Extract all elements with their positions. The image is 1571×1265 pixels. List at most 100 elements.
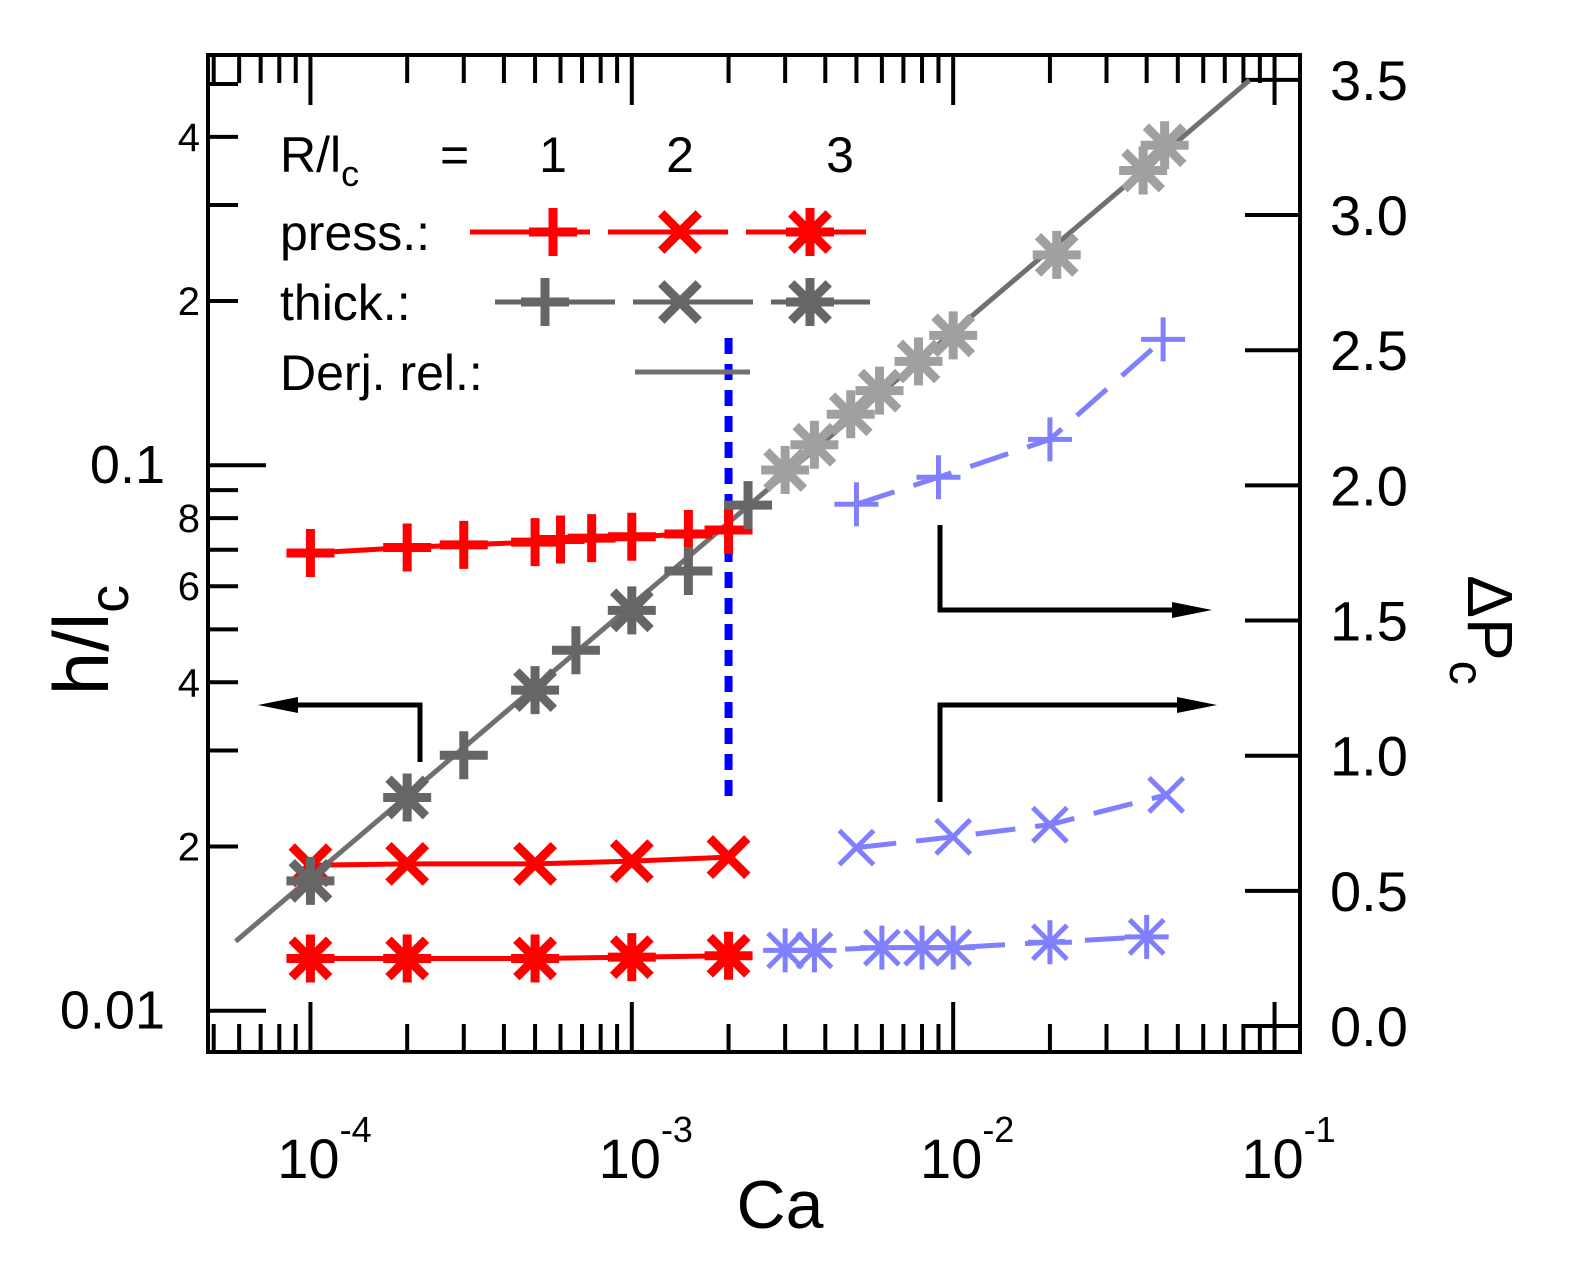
x-axis-label: Ca (737, 1167, 824, 1243)
y2-tick-label: 3.5 (1330, 49, 1408, 112)
data-point (607, 933, 656, 982)
y2-tick-label: 1.5 (1330, 590, 1408, 653)
y2-tick-label: 3.0 (1330, 184, 1408, 247)
x-tick-label-base: 10 (277, 1127, 339, 1190)
data-point (1141, 317, 1186, 362)
y-tick-label: 0.01 (60, 981, 165, 1041)
legend-row-label: Derj. rel.: (280, 345, 483, 401)
data-point (704, 931, 753, 980)
x-tick-label-base: 10 (599, 1127, 661, 1190)
series-line (856, 792, 1167, 851)
x-tick-label-base: 10 (920, 1127, 982, 1190)
legend-marker (658, 210, 702, 254)
axes-layer (208, 55, 1300, 1052)
x-tick-label: 10-4 (277, 1109, 371, 1190)
data-point (383, 773, 432, 822)
y-tick-label: 2 (178, 825, 200, 869)
data-point (385, 841, 430, 886)
legend-column: 1 (539, 127, 567, 183)
data-point (511, 666, 560, 715)
arrow-right (937, 525, 1180, 613)
legend-row-label: thick.: (280, 275, 411, 331)
y2-tick-label: 2.5 (1330, 319, 1408, 382)
data-point (1124, 914, 1169, 959)
legend-row-label: press.: (280, 205, 430, 261)
data-point (931, 925, 976, 970)
x-tick-label-exponent: -4 (340, 1109, 372, 1150)
data-point (704, 505, 753, 554)
data-point (859, 925, 904, 970)
y2-tick-label: 0.0 (1330, 995, 1408, 1058)
data-point (664, 546, 713, 595)
legend-samples (470, 208, 875, 375)
legend-marker (521, 278, 569, 326)
data-point (286, 934, 335, 983)
x-tick-label-base: 10 (1241, 1127, 1303, 1190)
arrow-right (937, 702, 1185, 802)
series-line (310, 854, 729, 868)
data-point (761, 446, 810, 495)
data-point (1119, 146, 1168, 195)
y2-tick-label: 1.0 (1330, 725, 1408, 788)
arrow-left (282, 702, 423, 762)
y-tick-label: 2 (178, 280, 200, 324)
x-tick-label-exponent: -1 (1304, 1109, 1336, 1150)
plot-frame (206, 53, 1302, 1054)
data-point (706, 835, 751, 879)
y-tick-label: 6 (178, 565, 200, 609)
x-tick-label: 10-1 (1241, 1109, 1335, 1190)
series-line (855, 337, 1165, 507)
data-point (834, 482, 879, 527)
data-point (855, 366, 904, 415)
data-point (607, 512, 656, 561)
data-point (286, 856, 335, 905)
data-point (609, 839, 654, 884)
data-point (894, 337, 943, 386)
data-point (511, 934, 560, 983)
data-point (567, 514, 616, 563)
x-tick-label: 10-2 (920, 1109, 1014, 1190)
data-layer (233, 78, 1252, 983)
legend-header: R/lc (280, 127, 359, 194)
arrow-head (1172, 602, 1212, 618)
y2-axis-label-sub: c (1439, 661, 1492, 685)
data-point (929, 311, 978, 360)
data-point (383, 523, 432, 572)
data-point (763, 928, 808, 973)
y-tick-label: 0.1 (90, 435, 165, 495)
data-point (826, 390, 875, 439)
y-axis-label: h/lc (37, 585, 140, 695)
data-point (513, 841, 557, 886)
data-point (1027, 920, 1072, 965)
y2-tick-label: 0.5 (1330, 860, 1408, 923)
legend-header-sub: c (341, 153, 359, 194)
data-point (1032, 230, 1081, 279)
data-point (1030, 805, 1069, 844)
data-point (551, 626, 600, 675)
y2-axis-label-text: ΔP (1454, 575, 1526, 660)
y-tick-label: 4 (178, 116, 200, 160)
data-point (1140, 121, 1189, 170)
x-tick-label-exponent: -3 (661, 1109, 693, 1150)
legend-marker (786, 278, 834, 326)
data-point (792, 928, 837, 973)
arrow-head (1177, 697, 1217, 713)
legend-marker (786, 208, 834, 256)
data-point (934, 817, 973, 856)
y-axis-label-text: h/l (37, 613, 125, 695)
data-point (607, 586, 656, 635)
data-point (439, 731, 488, 780)
x-tick-label: 10-3 (599, 1109, 693, 1190)
data-point (900, 925, 945, 970)
y-axis-label-sub: c (77, 585, 140, 613)
legend-header-text: R/l (280, 127, 341, 183)
y2-axis-label: ΔPc (1439, 575, 1526, 684)
y-tick-label: 8 (178, 497, 200, 541)
data-point (286, 528, 335, 577)
legend-column: 2 (666, 127, 694, 183)
data-point (383, 934, 432, 983)
axis-arrows (282, 525, 1185, 802)
y-tick-label: 4 (178, 661, 200, 705)
